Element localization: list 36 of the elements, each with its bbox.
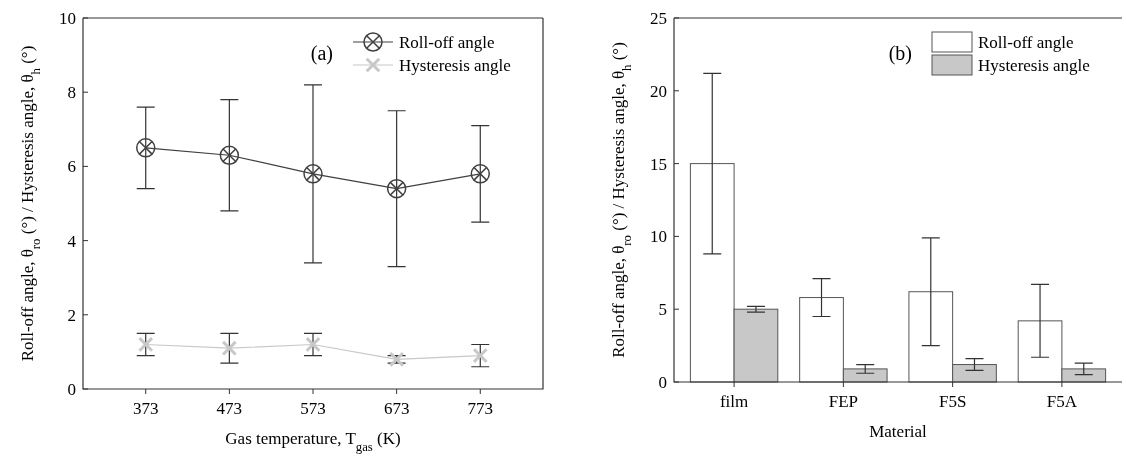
legend-label: Roll-off angle xyxy=(399,32,495,52)
legend-label: Hysteresis angle xyxy=(399,55,511,75)
x-tick-label: 573 xyxy=(300,399,326,418)
y-tick-label: 0 xyxy=(658,372,667,392)
y-tick-label: 6 xyxy=(67,157,76,177)
point xyxy=(470,164,491,184)
x-tick-label: F5A xyxy=(1046,392,1078,411)
y-tick-label: 10 xyxy=(650,227,667,247)
x-tick-label: 473 xyxy=(216,399,243,418)
point xyxy=(386,178,407,199)
y-tick-label: 25 xyxy=(650,8,667,28)
y-tick-label: 10 xyxy=(59,8,76,28)
y-tick-label: 8 xyxy=(67,83,76,103)
y-tick-label: 4 xyxy=(67,231,77,251)
y-tick-label: 5 xyxy=(658,300,667,320)
annotation: (a) xyxy=(310,42,333,65)
x-axis-title: Material xyxy=(869,422,928,441)
x-tick-label: FEP xyxy=(828,392,859,411)
y-tick-label: 2 xyxy=(67,305,76,325)
legend-label: Roll-off angle xyxy=(978,32,1074,52)
point xyxy=(135,138,156,158)
x-tick-label: 673 xyxy=(383,399,410,418)
x-tick-label: film xyxy=(719,392,749,411)
y-tick-label: 0 xyxy=(67,379,76,399)
y-tick-label: 15 xyxy=(650,154,667,174)
x-tick-label: 373 xyxy=(132,399,159,418)
point xyxy=(303,164,323,184)
annotation: (b) xyxy=(888,42,912,65)
point xyxy=(219,145,240,166)
y-tick-label: 20 xyxy=(650,81,667,101)
point xyxy=(221,340,238,356)
x-axis-title: Gas temperature, T$_{gas}$ (K) xyxy=(225,429,401,454)
x-tick-label: 773 xyxy=(467,399,494,418)
point xyxy=(388,351,405,368)
x-tick-label: F5S xyxy=(938,392,967,411)
legend-label: Hysteresis angle xyxy=(978,55,1090,75)
